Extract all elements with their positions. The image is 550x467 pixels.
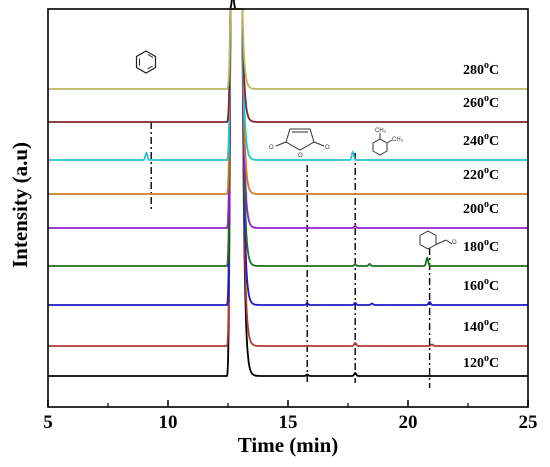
plot-area xyxy=(48,0,528,388)
series-label-200c: 200oC xyxy=(463,199,499,217)
series-240c-line xyxy=(48,8,528,161)
series-label-180c: 180oC xyxy=(463,237,499,255)
x-axis-title: Time (min) xyxy=(238,433,339,457)
maleic-anhydride-structure-icon: O O O xyxy=(269,128,330,159)
benzaldehyde-structure-icon: O xyxy=(419,230,457,250)
x-axis: 5 10 15 20 25 xyxy=(43,400,538,433)
maleic-carbonyl-o-right: O xyxy=(325,145,330,151)
series-220c-line xyxy=(48,8,528,195)
benzene-structure-icon xyxy=(135,50,157,74)
x-tick-label-20: 20 xyxy=(399,412,418,433)
series-label-120c: 120oC xyxy=(463,353,499,371)
series-180c-line xyxy=(48,8,528,267)
x-tick-label-25: 25 xyxy=(519,412,538,433)
x-tick-label-10: 10 xyxy=(159,412,178,433)
series-200c-line xyxy=(48,8,528,229)
maleic-carbonyl-o-left: O xyxy=(269,145,274,151)
xylene-methyl-label-a: CH₃ xyxy=(375,128,387,134)
y-axis-title: Intensity (a.u) xyxy=(8,142,32,268)
series-140c-line xyxy=(48,8,528,347)
x-tick-label-15: 15 xyxy=(279,412,298,433)
plot-frame xyxy=(47,8,529,408)
temperature-labels: 120oC 140oC 160oC 180oC 200oC 220oC 240oC 260oC… xyxy=(463,60,499,371)
series-label-220c: 220oC xyxy=(463,165,499,183)
series-label-280c: 280oC xyxy=(463,60,499,78)
series-label-140c: 140oC xyxy=(463,317,499,335)
series-label-240c: 240oC xyxy=(463,131,499,149)
series-label-260c: 260oC xyxy=(463,93,499,111)
series-260c-line xyxy=(48,8,528,123)
benzaldehyde-o-label: O xyxy=(452,240,457,246)
series-160c-line xyxy=(48,8,528,306)
series-120c-line xyxy=(48,0,528,377)
xylene-methyl-label-b: CH₃ xyxy=(392,137,404,143)
maleic-ring-o: O xyxy=(298,153,303,159)
series-280c-line xyxy=(48,8,528,90)
o-xylene-structure-icon: CH₃ CH₃ xyxy=(372,128,404,156)
x-tick-label-5: 5 xyxy=(43,412,53,433)
series-label-160c: 160oC xyxy=(463,276,499,294)
